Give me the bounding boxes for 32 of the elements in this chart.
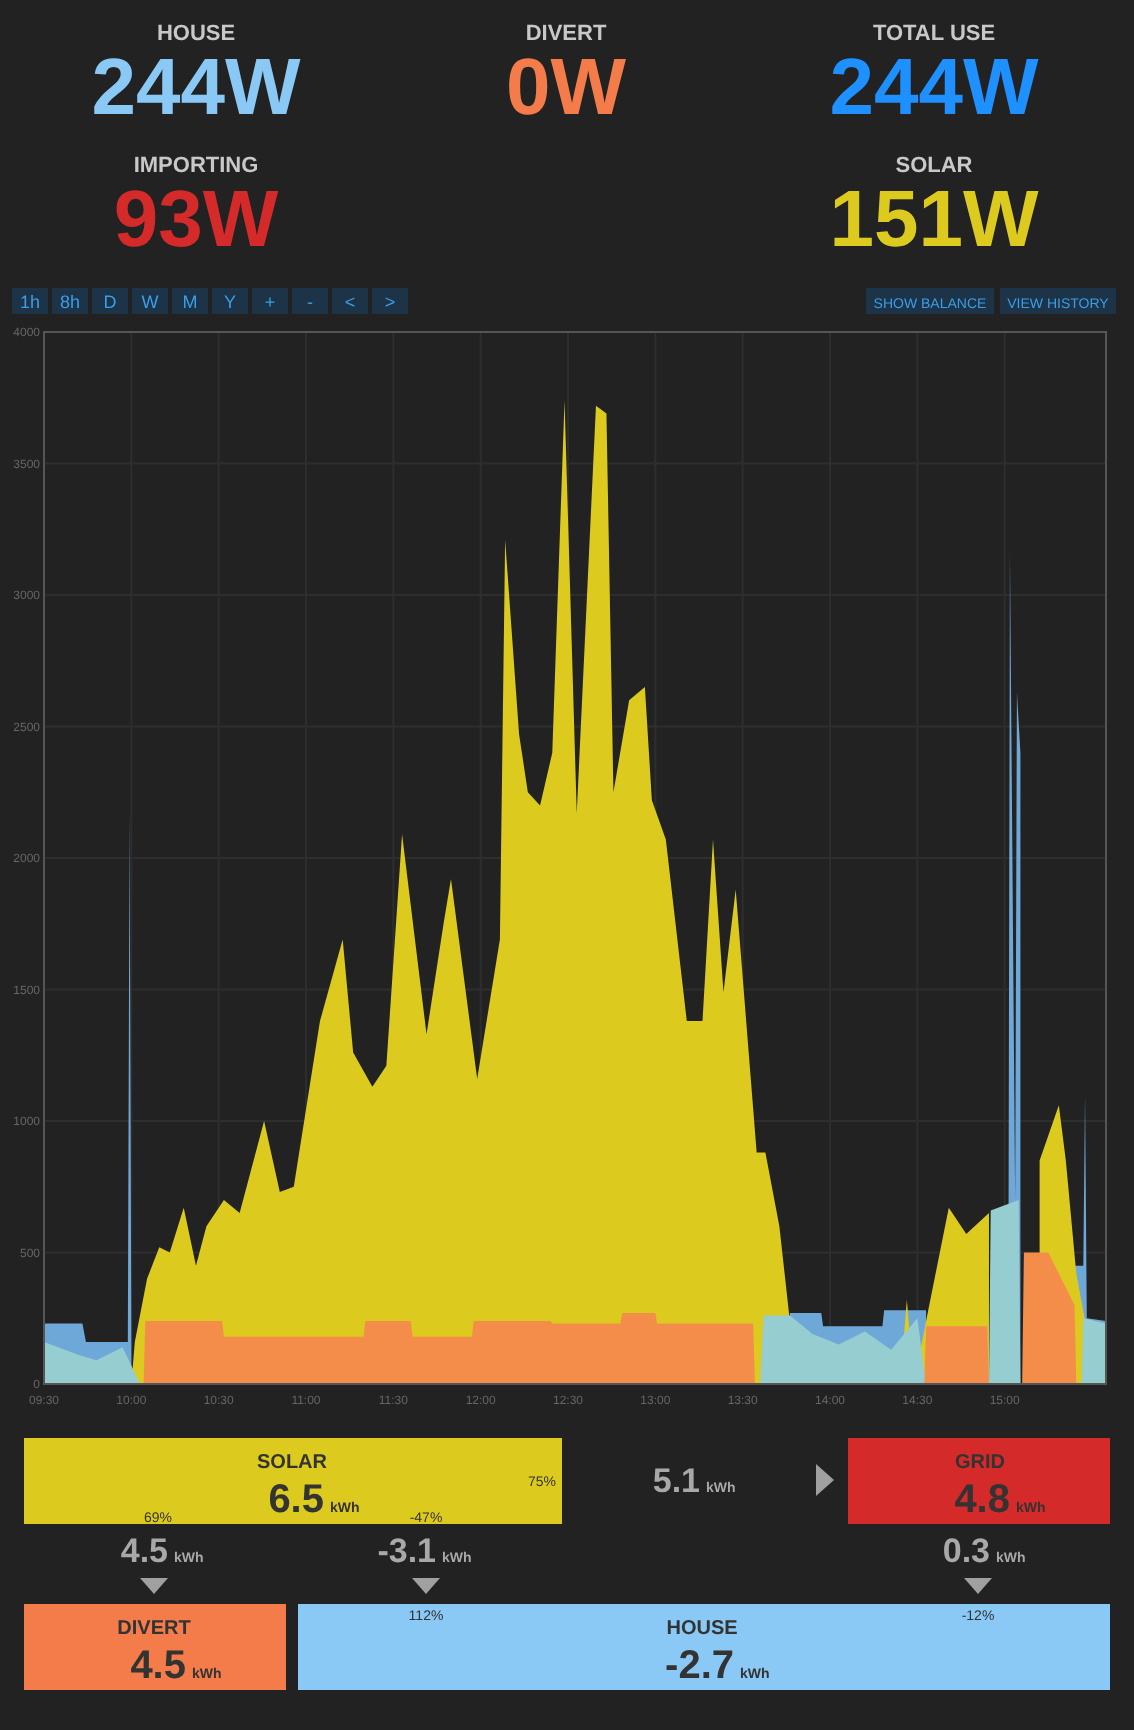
text: 0.3	[942, 1532, 990, 1570]
text: W	[141, 292, 160, 312]
text: 151W	[829, 176, 1039, 264]
text: D	[103, 292, 118, 312]
text: DIVERT	[117, 1618, 191, 1640]
text: HOUSE	[156, 22, 236, 46]
text: +	[264, 292, 276, 312]
text: TOTAL USE	[872, 22, 996, 46]
text: 8h	[59, 292, 81, 312]
text: 5.1	[652, 1462, 700, 1500]
text: 244W	[829, 44, 1039, 132]
text: M	[182, 292, 198, 312]
text: <	[344, 292, 356, 312]
text: SOLAR	[257, 1452, 329, 1474]
text: GRID	[955, 1452, 1005, 1474]
text: 4.5	[130, 1644, 186, 1688]
text: 4.8	[954, 1478, 1010, 1522]
text: 6.5	[268, 1478, 324, 1522]
text: IMPORTING	[133, 154, 259, 178]
text: SOLAR	[895, 154, 973, 178]
text: 1h	[19, 292, 41, 312]
text: >	[384, 292, 396, 312]
text: DIVERT	[525, 22, 607, 46]
text: 93W	[113, 176, 279, 264]
text: 4.5	[120, 1532, 168, 1570]
text: 244W	[91, 44, 301, 132]
text: HOUSE	[666, 1618, 739, 1640]
text: -	[307, 292, 313, 312]
text: Y	[223, 292, 237, 312]
text: -2.7	[665, 1644, 734, 1688]
text: -3.1	[377, 1532, 436, 1570]
text: 0W	[506, 44, 627, 132]
